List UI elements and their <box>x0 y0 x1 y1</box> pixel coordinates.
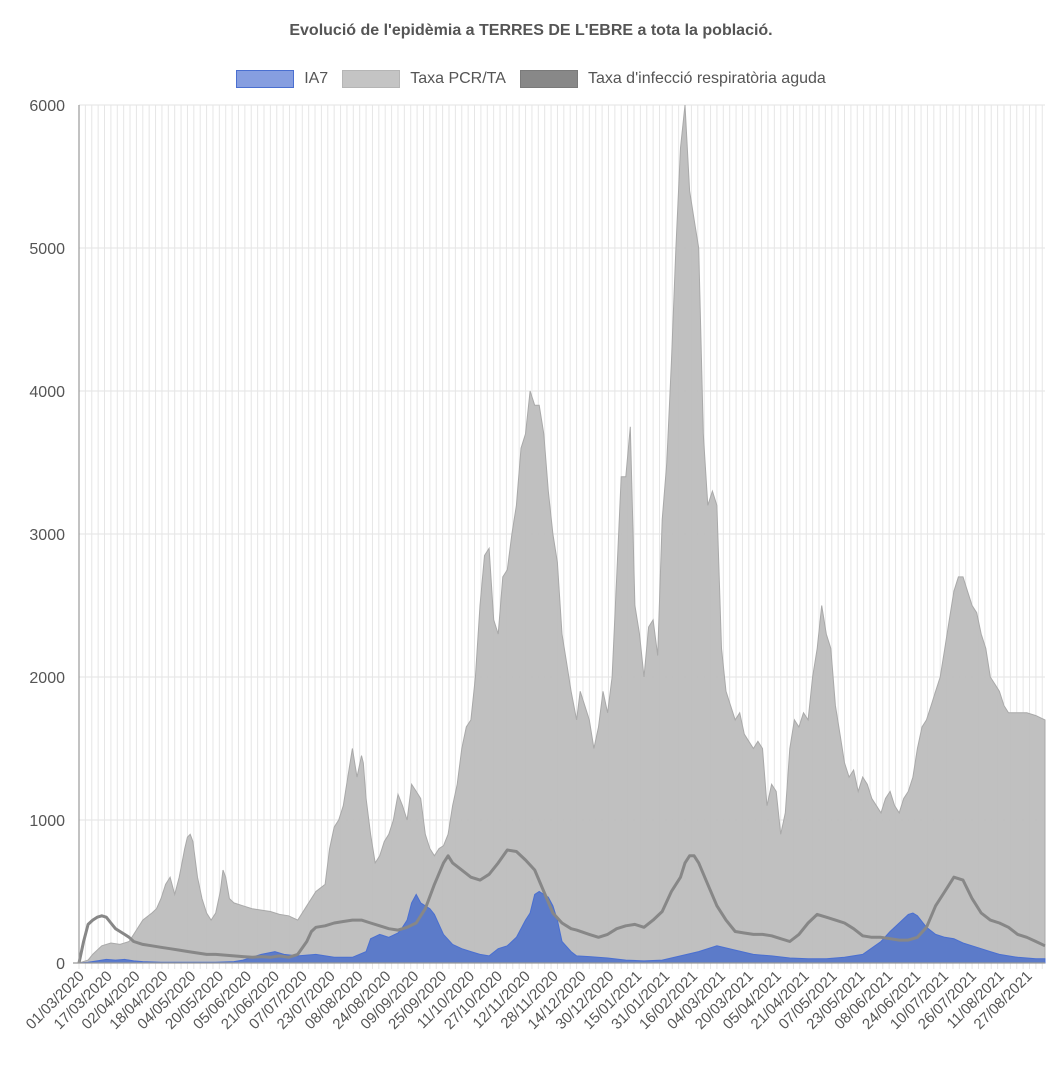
legend-label-taxa-pcr: Taxa PCR/TA <box>410 70 506 87</box>
y-tick-label: 3000 <box>29 527 65 544</box>
legend: IA7 Taxa PCR/TA Taxa d'infecció respirat… <box>0 70 1062 88</box>
legend-item-taxa-pcr[interactable]: Taxa PCR/TA <box>342 70 506 88</box>
y-tick-label: 5000 <box>29 241 65 258</box>
y-tick-label: 6000 <box>29 98 65 115</box>
y-tick-label: 4000 <box>29 384 65 401</box>
series-line-taxa-ira <box>77 848 1046 964</box>
y-tick-label: 1000 <box>29 813 65 830</box>
legend-label-ia7: IA7 <box>304 70 329 87</box>
legend-label-taxa-ira: Taxa d'infecció respiratòria aguda <box>587 70 826 87</box>
legend-swatch-taxa-pcr <box>342 70 401 88</box>
series-layer <box>77 104 1046 964</box>
legend-item-taxa-ira[interactable]: Taxa d'infecció respiratòria aguda <box>519 70 826 88</box>
legend-swatch-ia7 <box>236 70 295 88</box>
series-area-ia7 <box>78 890 1046 964</box>
legend-swatch-taxa-ira <box>519 70 578 88</box>
y-tick-label: 0 <box>56 956 65 973</box>
series-area-taxa-pcr <box>78 104 1046 964</box>
legend-item-ia7[interactable]: IA7 <box>236 70 328 88</box>
y-tick-label: 2000 <box>29 670 65 687</box>
chart-title: Evolució de l'epidèmia a TERRES DE L'EBR… <box>289 22 773 39</box>
